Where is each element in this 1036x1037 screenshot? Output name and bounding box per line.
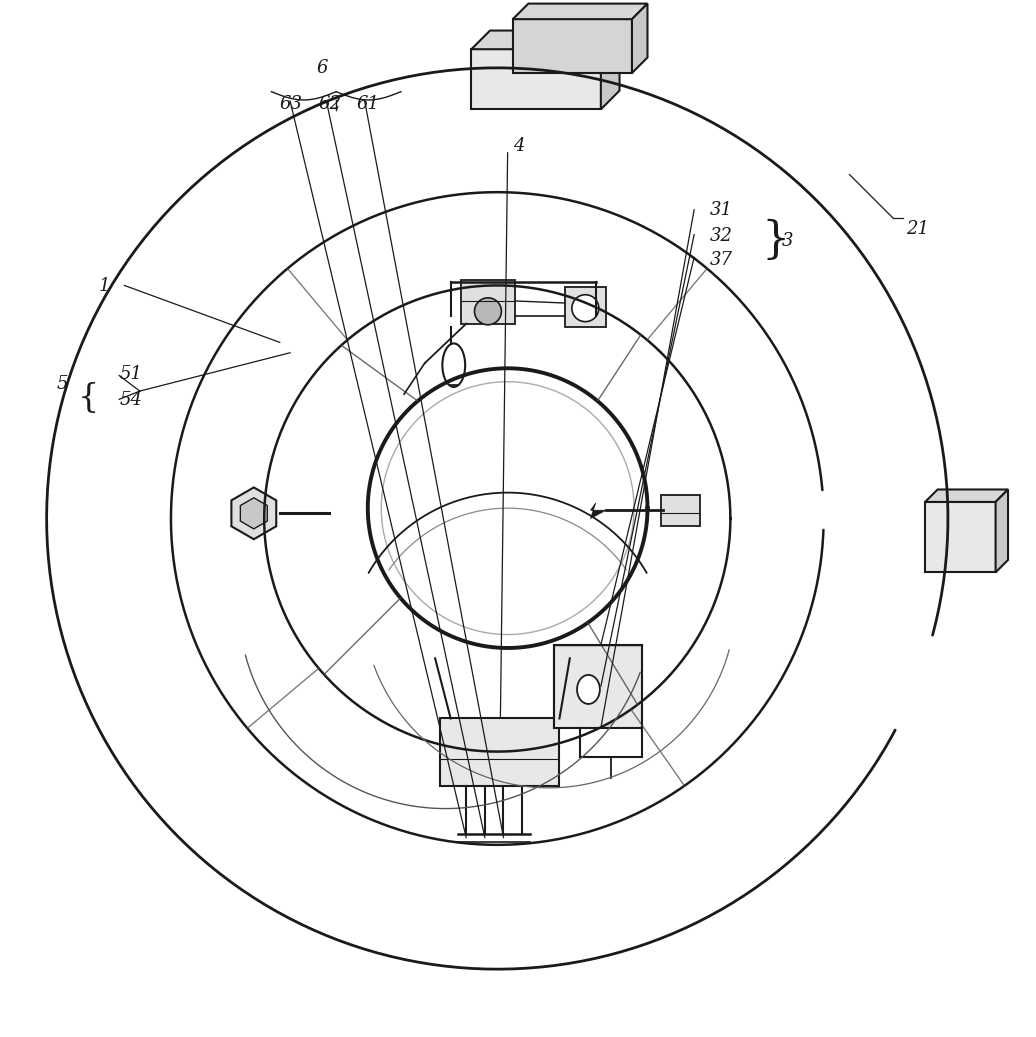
FancyBboxPatch shape (471, 49, 601, 109)
FancyBboxPatch shape (565, 287, 606, 327)
FancyBboxPatch shape (440, 719, 559, 786)
Text: 63: 63 (280, 95, 303, 113)
Circle shape (474, 298, 501, 325)
Text: 31: 31 (710, 201, 732, 219)
Text: }: } (761, 219, 789, 262)
Polygon shape (471, 30, 620, 49)
Text: 1: 1 (98, 277, 110, 295)
Ellipse shape (442, 343, 465, 387)
Text: 61: 61 (356, 95, 379, 113)
Text: 5: 5 (57, 375, 68, 393)
FancyBboxPatch shape (925, 502, 996, 572)
Text: 3: 3 (782, 232, 794, 250)
Polygon shape (513, 3, 648, 19)
FancyBboxPatch shape (513, 19, 632, 73)
Text: 21: 21 (906, 220, 929, 237)
Polygon shape (591, 503, 606, 518)
Circle shape (572, 295, 599, 321)
Text: 32: 32 (710, 227, 732, 245)
Text: 54: 54 (119, 391, 142, 409)
Polygon shape (925, 489, 1008, 502)
Text: 37: 37 (710, 251, 732, 269)
Text: 51: 51 (119, 365, 142, 383)
Text: {: { (78, 382, 99, 414)
Polygon shape (231, 487, 277, 539)
Polygon shape (240, 498, 267, 529)
Text: 4: 4 (513, 137, 524, 155)
FancyBboxPatch shape (461, 280, 515, 324)
Ellipse shape (577, 675, 600, 704)
Text: 62: 62 (318, 95, 341, 113)
Polygon shape (601, 30, 620, 109)
FancyBboxPatch shape (661, 495, 700, 526)
Polygon shape (996, 489, 1008, 572)
FancyBboxPatch shape (554, 645, 642, 728)
Polygon shape (632, 3, 648, 73)
Text: 6: 6 (316, 59, 327, 77)
